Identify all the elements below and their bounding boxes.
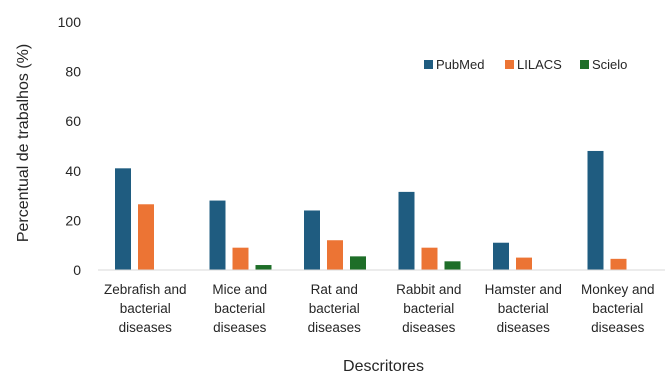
x-category-label: diseases: [308, 320, 362, 335]
bar-lilacs-1: [232, 247, 249, 270]
x-category-label: bacterial: [403, 301, 454, 316]
bar-pubmed-4: [493, 242, 509, 270]
bar-pubmed-3: [398, 191, 415, 270]
x-category-label: bacterial: [498, 301, 549, 316]
bar-pubmed-0: [115, 168, 131, 270]
legend-label-lilacs: LILACS: [517, 57, 562, 72]
y-tick-label: 0: [73, 262, 81, 278]
y-tick-label: 60: [65, 113, 81, 129]
x-axis-title: Descritores: [343, 358, 424, 375]
y-tick-label: 100: [58, 14, 82, 30]
x-category-label: diseases: [402, 320, 456, 335]
bar-lilacs-2: [327, 240, 343, 270]
legend-label-scielo: Scielo: [592, 57, 627, 72]
x-category-label: bacterial: [592, 301, 643, 316]
x-category-label: bacterial: [214, 301, 265, 316]
x-category-label: Monkey and: [581, 282, 655, 297]
y-tick-label: 40: [65, 163, 81, 179]
bar-scielo-1: [255, 265, 272, 270]
y-axis-title: Percentual de trabalhos (%): [15, 44, 32, 242]
bar-lilacs-4: [516, 257, 532, 270]
x-category-label: diseases: [119, 320, 173, 335]
x-axis-category-labels: Zebrafish and bacterial diseases Mice and ba…: [104, 282, 655, 335]
legend-swatch-scielo: [580, 60, 589, 69]
x-category-label: Zebrafish and: [104, 282, 187, 297]
legend-swatch-pubmed: [424, 60, 433, 69]
bar-lilacs-3: [421, 247, 438, 270]
bar-pubmed-5: [587, 150, 604, 270]
bars-group: [115, 150, 627, 270]
y-tick-label: 20: [65, 212, 81, 228]
y-tick-label: 80: [65, 64, 81, 80]
legend-label-pubmed: PubMed: [436, 57, 484, 72]
bar-scielo-3: [444, 261, 461, 270]
x-category-label: Hamster and: [485, 282, 562, 297]
x-category-label: bacterial: [309, 301, 360, 316]
bar-pubmed-1: [209, 200, 226, 270]
x-category-label: bacterial: [120, 301, 171, 316]
x-category-label: diseases: [213, 320, 267, 335]
x-category-label: diseases: [497, 320, 551, 335]
legend: PubMed LILACS Scielo: [424, 57, 627, 72]
legend-swatch-lilacs: [505, 60, 514, 69]
bar-lilacs-0: [138, 204, 154, 270]
bar-scielo-2: [350, 256, 366, 270]
bar-pubmed-2: [304, 210, 320, 270]
y-axis-ticks: 0 20 40 60 80 100: [58, 14, 82, 278]
x-category-label: Rat and: [311, 282, 358, 297]
x-category-label: diseases: [591, 320, 645, 335]
x-category-label: Mice and: [212, 282, 267, 297]
x-category-label: Rabbit and: [396, 282, 461, 297]
bar-lilacs-5: [610, 258, 627, 270]
